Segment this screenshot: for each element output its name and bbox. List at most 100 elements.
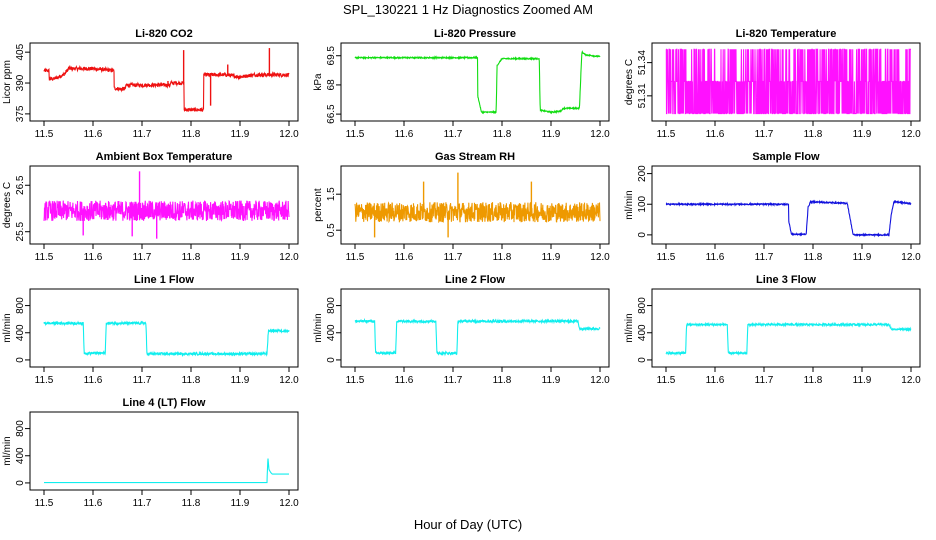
y-tick-label: 800 <box>15 420 26 437</box>
x-tick-label: 11.6 <box>706 375 725 386</box>
y-tick-label: 0 <box>326 357 337 363</box>
x-tick-label: 12.0 <box>279 498 299 509</box>
x-tick-label: 11.7 <box>133 498 152 509</box>
y-tick-label: 405 <box>15 43 26 60</box>
y-tick-label: 400 <box>326 324 337 341</box>
plot-frame <box>651 165 921 245</box>
series-line <box>43 320 290 357</box>
y-tick-label: 26.5 <box>15 175 26 195</box>
x-tick-label: 11.8 <box>182 252 201 263</box>
x-tick-label: 12.0 <box>590 252 610 263</box>
series-line <box>665 48 911 115</box>
x-tick-label: 11.8 <box>493 375 512 386</box>
y-tick-label: 0 <box>15 480 26 486</box>
x-tick-label: 11.9 <box>542 252 561 263</box>
x-tick-label: 11.8 <box>804 129 823 140</box>
x-tick-label: 12.0 <box>279 129 299 140</box>
x-tick-label: 11.7 <box>133 375 152 386</box>
y-axis-label: ml/min <box>2 436 13 465</box>
plot-frame <box>651 42 921 122</box>
panel-3: Li-820 Temperature degrees C 11.5 11.6 11.7 1… <box>624 28 921 140</box>
panel-9: Line 3 Flow ml/min 11.5 11.6 11.7 11.8 11.9 12.… <box>624 274 921 386</box>
y-axis-label: percent <box>313 188 324 222</box>
x-tick-label: 12.0 <box>901 375 921 386</box>
y-tick-label: 0 <box>637 357 648 363</box>
figure-title: SPL_130221 1 Hz Diagnostics Zoomed AM <box>342 2 594 17</box>
x-tick-label: 12.0 <box>279 252 299 263</box>
x-tick-label: 11.8 <box>182 498 201 509</box>
x-tick-label: 11.6 <box>395 129 414 140</box>
y-tick-label: 25.5 <box>15 222 26 242</box>
plot-frame <box>340 288 610 368</box>
x-tick-label: 11.6 <box>706 129 725 140</box>
x-tick-label: 11.9 <box>542 375 561 386</box>
y-axis-label: Licor ppm <box>2 60 13 104</box>
x-tick-label: 11.7 <box>444 375 463 386</box>
x-tick-label: 11.9 <box>231 129 250 140</box>
x-tick-label: 12.0 <box>901 252 921 263</box>
y-axis-label: ml/min <box>313 313 324 342</box>
panel-title: Li-820 CO2 <box>135 28 192 40</box>
plot-frame <box>29 411 299 491</box>
series-line <box>665 199 912 238</box>
panel-title: Sample Flow <box>752 151 820 163</box>
plot-frame <box>29 42 299 122</box>
y-tick-label: 800 <box>637 297 648 314</box>
series-line <box>354 317 601 357</box>
panel-title: Gas Stream RH <box>435 151 515 163</box>
x-tick-label: 11.8 <box>182 375 201 386</box>
y-tick-label: 66.5 <box>326 104 337 124</box>
series-line <box>44 458 289 484</box>
x-tick-label: 11.8 <box>804 375 823 386</box>
x-tick-label: 11.6 <box>84 129 103 140</box>
panel-title: Li-820 Temperature <box>736 28 837 40</box>
plot-frame <box>340 165 610 245</box>
x-tick-label: 11.9 <box>231 498 250 509</box>
panel-10: Line 4 (LT) Flow ml/min 11.5 11.6 11.7 11.8 11… <box>2 397 299 509</box>
x-tick-label: 11.9 <box>853 375 872 386</box>
y-tick-label: 400 <box>15 447 26 464</box>
y-tick-label: 51.34 <box>637 50 648 75</box>
y-tick-label: 68 <box>326 79 337 91</box>
x-tick-label: 11.6 <box>84 252 103 263</box>
x-tick-label: 11.6 <box>395 252 414 263</box>
panel-7: Line 1 Flow ml/min 11.5 11.6 11.7 11.8 11.9 12.… <box>2 274 299 386</box>
panel-4: Ambient Box Temperature degrees C 11.5 11.6… <box>2 151 299 263</box>
x-tick-label: 11.7 <box>444 129 463 140</box>
y-tick-label: 390 <box>15 74 26 91</box>
y-axis-label: ml/min <box>624 190 635 219</box>
y-tick-label: 400 <box>637 324 648 341</box>
y-axis-label: kPa <box>313 73 324 91</box>
x-tick-label: 11.5 <box>346 252 365 263</box>
x-tick-label: 11.5 <box>346 129 365 140</box>
panel-title: Line 2 Flow <box>445 274 505 286</box>
x-tick-label: 12.0 <box>590 375 610 386</box>
y-tick-label: 100 <box>637 195 648 212</box>
panel-8: Line 2 Flow ml/min 11.5 11.6 11.7 11.8 11.9 12.… <box>313 274 610 386</box>
series-line <box>354 201 601 224</box>
y-tick-label: 0 <box>15 357 26 363</box>
x-tick-label: 12.0 <box>901 129 921 140</box>
y-axis-label: ml/min <box>2 313 13 342</box>
x-tick-label: 12.0 <box>279 375 299 386</box>
series-line <box>43 64 290 113</box>
x-tick-label: 11.5 <box>657 252 676 263</box>
y-tick-label: 800 <box>326 297 337 314</box>
y-axis-label: ml/min <box>624 313 635 342</box>
y-axis-label: degrees C <box>2 182 13 228</box>
panel-title: Line 3 Flow <box>756 274 816 286</box>
x-tick-label: 11.9 <box>853 252 872 263</box>
x-tick-label: 11.7 <box>133 252 152 263</box>
x-tick-label: 11.9 <box>231 252 250 263</box>
x-tick-label: 11.5 <box>657 375 676 386</box>
series-line <box>43 199 290 223</box>
y-tick-label: 0.5 <box>326 223 337 237</box>
y-tick-label: 69.5 <box>326 46 337 66</box>
x-tick-label: 11.6 <box>706 252 725 263</box>
panel-6: Sample Flow ml/min 11.5 11.6 11.7 11.8 11.9 12.… <box>624 151 921 263</box>
x-tick-label: 11.9 <box>542 129 561 140</box>
panel-5: Gas Stream RH percent 11.5 11.6 11.7 11.8 11.9… <box>313 151 610 263</box>
x-tick-label: 11.5 <box>35 129 54 140</box>
x-tick-label: 11.8 <box>182 129 201 140</box>
y-tick-label: 1.5 <box>326 187 337 201</box>
